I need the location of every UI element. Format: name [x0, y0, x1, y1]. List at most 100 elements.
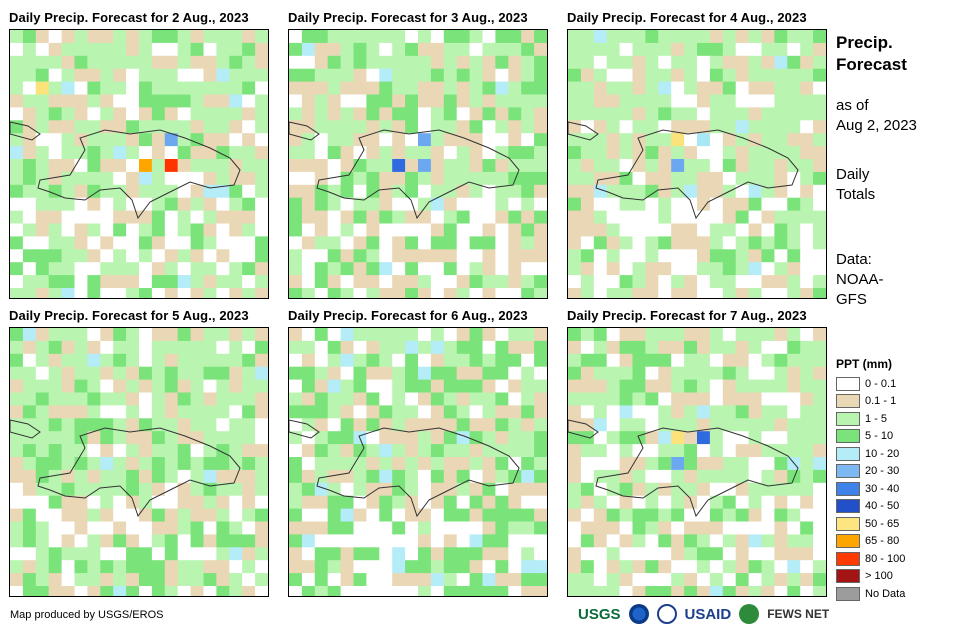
- precip-cell: [74, 508, 88, 522]
- precip-cell: [100, 133, 114, 147]
- precip-cell: [113, 444, 127, 458]
- precip-cell: [151, 30, 166, 44]
- precip-cell: [392, 482, 406, 497]
- precip-cell: [392, 197, 406, 212]
- precip-cell: [787, 120, 801, 134]
- precip-cell: [508, 146, 522, 160]
- precip-cell: [22, 392, 37, 406]
- precip-cell: [645, 340, 659, 355]
- precip-cell: [658, 197, 672, 212]
- precip-cell: [327, 42, 342, 57]
- precip-cell: [580, 392, 595, 406]
- precip-cell: [87, 547, 101, 561]
- precip-cell: [606, 30, 621, 44]
- precip-cell: [113, 55, 127, 70]
- precip-cell: [684, 223, 698, 237]
- precip-cell: [22, 171, 37, 186]
- precip-cell: [671, 366, 685, 381]
- precip-cell: [340, 431, 354, 445]
- precip-cell: [289, 340, 303, 355]
- precip-cell: [74, 328, 88, 342]
- precip-cell: [340, 55, 354, 70]
- precip-cell: [495, 171, 509, 186]
- precip-cell: [190, 508, 204, 522]
- precip-cell: [671, 482, 685, 497]
- precip-cell: [761, 42, 775, 57]
- precip-cell: [606, 444, 621, 458]
- precip-cell: [216, 184, 230, 199]
- precip-cell: [619, 275, 633, 289]
- precip-cell: [495, 353, 509, 368]
- precip-cell: [534, 392, 547, 406]
- precip-cell: [418, 262, 432, 276]
- precip-cell: [301, 328, 316, 342]
- precip-cell: [301, 534, 316, 548]
- usaid-seal-icon: [656, 604, 677, 624]
- precip-cell: [787, 42, 801, 57]
- legend-swatch: [836, 499, 860, 514]
- precip-cell: [229, 586, 243, 596]
- precip-cell: [495, 210, 509, 224]
- precip-cell: [606, 418, 621, 432]
- precip-cell: [353, 508, 367, 522]
- precip-cell: [229, 81, 243, 95]
- precip-cell: [418, 392, 432, 406]
- precip-cell: [521, 573, 535, 587]
- precip-cell: [534, 469, 547, 484]
- precip-cell: [568, 469, 582, 484]
- precip-cell: [366, 223, 380, 237]
- precip-cell: [340, 405, 354, 419]
- precip-cell: [508, 275, 522, 289]
- precip-cell: [35, 55, 50, 70]
- precip-cell: [456, 184, 471, 199]
- precip-cell: [430, 42, 445, 57]
- precip-cell: [74, 159, 88, 173]
- precip-cell: [774, 482, 788, 497]
- precip-cell: [22, 223, 37, 237]
- precip-cell: [619, 495, 633, 510]
- precip-cell: [379, 42, 393, 57]
- precip-cell: [177, 328, 192, 342]
- precip-cell: [418, 573, 432, 587]
- precip-cell: [405, 184, 419, 199]
- precip-cell: [748, 534, 762, 548]
- precip-cell: [203, 521, 217, 535]
- precip-cell: [761, 133, 775, 147]
- precip-cell: [697, 146, 711, 160]
- precip-cell: [22, 30, 37, 44]
- precip-cell: [177, 249, 192, 263]
- precip-cell: [697, 42, 711, 57]
- precip-cell: [87, 560, 101, 574]
- precip-cell: [813, 288, 826, 298]
- precip-cell: [242, 223, 256, 237]
- precip-cell: [774, 236, 788, 250]
- precip-cell: [735, 328, 750, 342]
- precip-cell: [709, 418, 724, 432]
- precip-cell: [392, 30, 406, 44]
- precip-cell: [366, 482, 380, 497]
- precip-cell: [482, 379, 496, 393]
- precip-cell: [482, 94, 496, 108]
- legend-item: 20 - 30: [836, 463, 905, 481]
- precip-cell: [418, 560, 432, 574]
- precip-cell: [10, 81, 24, 95]
- precip-cell: [139, 392, 153, 406]
- precip-cell: [495, 146, 509, 160]
- precip-cell: [327, 159, 342, 173]
- precip-cell: [658, 159, 672, 173]
- precip-cell-heavy: [671, 431, 685, 445]
- precip-cell: [314, 94, 329, 108]
- precip-cell: [164, 171, 179, 186]
- precip-cell: [495, 379, 509, 393]
- precip-cell: [87, 366, 101, 381]
- precip-cell: [748, 55, 762, 70]
- precip-cell: [289, 353, 303, 368]
- precip-cell: [74, 457, 88, 471]
- precip-cell: [177, 107, 192, 121]
- precip-cell: [353, 547, 367, 561]
- precip-cell: [10, 469, 24, 484]
- precip-cell: [748, 508, 762, 522]
- precip-cell: [10, 457, 24, 471]
- precip-cell: [456, 146, 471, 160]
- precip-cell: [289, 366, 303, 381]
